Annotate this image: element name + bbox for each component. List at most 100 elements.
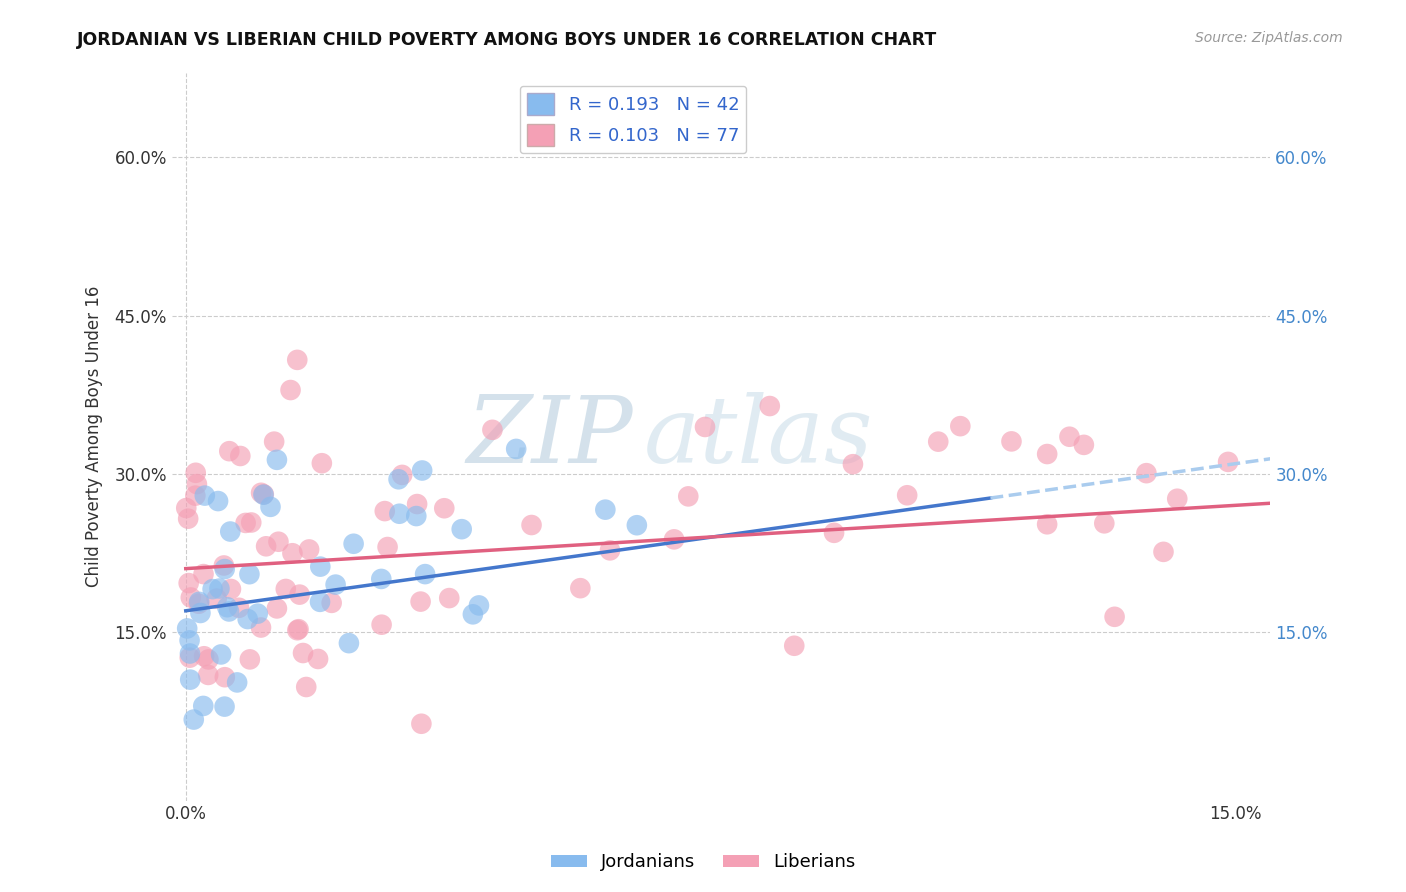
Jordanians <box>595 502 617 516</box>
Liberians <box>1135 466 1157 480</box>
Liberians <box>1166 491 1188 506</box>
Jordanians <box>370 572 392 586</box>
Liberians <box>254 539 277 553</box>
Text: ZIP: ZIP <box>467 392 633 482</box>
Liberians <box>281 546 304 560</box>
Liberians <box>406 497 429 511</box>
Liberians <box>391 467 413 482</box>
Liberians <box>1104 609 1126 624</box>
Liberians <box>285 624 308 638</box>
Jordanians <box>388 507 411 521</box>
Liberians <box>439 591 461 606</box>
Jordanians <box>214 699 236 714</box>
Text: JORDANIAN VS LIBERIAN CHILD POVERTY AMONG BOYS UNDER 16 CORRELATION CHART: JORDANIAN VS LIBERIAN CHILD POVERTY AMON… <box>77 31 938 49</box>
Liberians <box>212 558 235 573</box>
Jordanians <box>183 713 205 727</box>
Liberians <box>186 477 208 491</box>
Liberians <box>896 488 918 502</box>
Jordanians <box>218 604 240 618</box>
Liberians <box>197 652 219 666</box>
Jordanians <box>266 453 288 467</box>
Liberians <box>184 466 207 480</box>
Jordanians <box>259 500 281 514</box>
Liberians <box>187 597 209 611</box>
Liberians <box>179 650 201 665</box>
Liberians <box>267 534 290 549</box>
Liberians <box>288 588 311 602</box>
Liberians <box>1059 430 1081 444</box>
Liberians <box>693 420 716 434</box>
Jordanians <box>238 567 260 582</box>
Liberians <box>205 591 228 606</box>
Liberians <box>174 501 197 516</box>
Jordanians <box>343 537 366 551</box>
Jordanians <box>450 522 472 536</box>
Jordanians <box>179 673 201 687</box>
Jordanians <box>236 612 259 626</box>
Liberians <box>280 383 302 397</box>
Legend: R = 0.193   N = 42, R = 0.103   N = 77: R = 0.193 N = 42, R = 0.103 N = 77 <box>520 86 747 153</box>
Text: atlas: atlas <box>644 392 873 482</box>
Liberians <box>321 596 343 610</box>
Jordanians <box>190 606 212 620</box>
Liberians <box>218 444 240 458</box>
Liberians <box>193 567 215 582</box>
Jordanians <box>411 463 433 477</box>
Liberians <box>311 456 333 470</box>
Jordanians <box>201 582 224 596</box>
Liberians <box>411 716 433 731</box>
Jordanians <box>217 600 239 615</box>
Liberians <box>1216 455 1239 469</box>
Liberians <box>298 542 321 557</box>
Liberians <box>266 601 288 615</box>
Liberians <box>783 639 806 653</box>
Jordanians <box>325 577 347 591</box>
Liberians <box>1000 434 1022 449</box>
Liberians <box>409 594 432 608</box>
Jordanians <box>194 489 217 503</box>
Liberians <box>370 617 392 632</box>
Jordanians <box>219 524 242 539</box>
Liberians <box>274 582 297 596</box>
Liberians <box>842 457 865 471</box>
Liberians <box>295 680 318 694</box>
Jordanians <box>387 472 409 486</box>
Liberians <box>177 511 200 525</box>
Liberians <box>927 434 949 449</box>
Liberians <box>1073 438 1095 452</box>
Liberians <box>307 652 329 666</box>
Liberians <box>758 399 780 413</box>
Jordanians <box>405 509 427 524</box>
Liberians <box>184 489 207 503</box>
Liberians <box>520 518 543 533</box>
Liberians <box>678 489 700 503</box>
Jordanians <box>309 559 332 574</box>
Jordanians <box>252 488 274 502</box>
Liberians <box>239 652 262 666</box>
Jordanians <box>505 442 527 456</box>
Legend: Jordanians, Liberians: Jordanians, Liberians <box>544 847 862 879</box>
Liberians <box>599 543 621 558</box>
Jordanians <box>626 518 648 533</box>
Jordanians <box>337 636 360 650</box>
Liberians <box>229 449 252 463</box>
Liberians <box>285 352 308 367</box>
Liberians <box>250 485 273 500</box>
Y-axis label: Child Poverty Among Boys Under 16: Child Poverty Among Boys Under 16 <box>86 286 103 588</box>
Liberians <box>292 646 315 660</box>
Liberians <box>287 622 309 636</box>
Liberians <box>433 501 456 516</box>
Liberians <box>235 516 257 530</box>
Jordanians <box>413 567 436 582</box>
Liberians <box>823 525 845 540</box>
Jordanians <box>461 607 484 622</box>
Jordanians <box>207 494 229 508</box>
Jordanians <box>188 595 211 609</box>
Liberians <box>177 576 200 591</box>
Liberians <box>253 487 276 501</box>
Jordanians <box>309 595 332 609</box>
Jordanians <box>176 622 198 636</box>
Liberians <box>250 621 273 635</box>
Jordanians <box>179 633 201 648</box>
Liberians <box>949 419 972 434</box>
